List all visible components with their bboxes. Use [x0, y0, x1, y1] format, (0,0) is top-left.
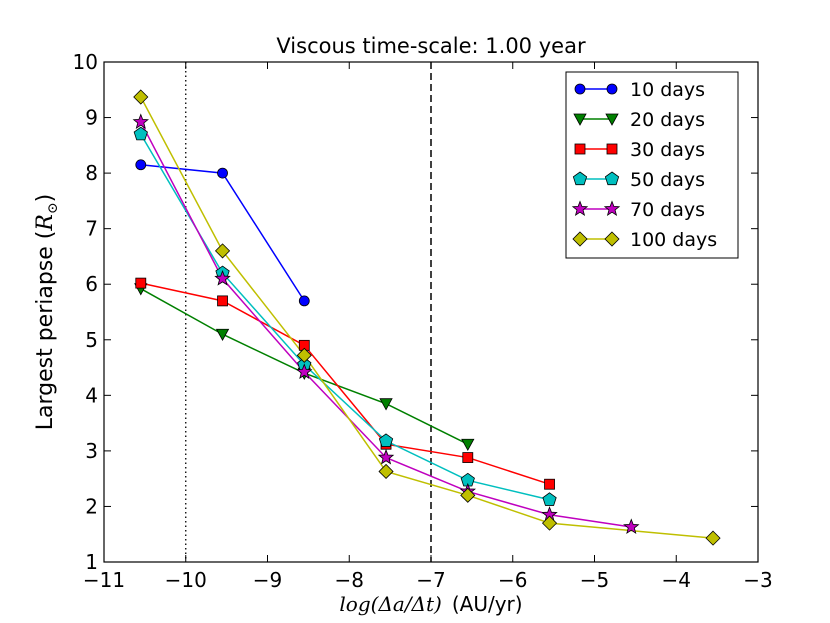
- y-tick-label: 1: [85, 550, 98, 574]
- legend-label-70-days: 70 days: [630, 199, 705, 221]
- data-point-70-days: [132, 113, 149, 129]
- x-tick-labels: −11 −10 −9 −8 −7 −6 −5 −4 −3: [83, 568, 773, 592]
- x-tick-label: −10: [165, 568, 207, 592]
- data-point-20-days: [461, 438, 475, 452]
- y-tick-label: 5: [85, 328, 98, 352]
- data-point-30-days: [544, 478, 555, 490]
- y-tick-label: 2: [85, 494, 98, 518]
- legend-label-50-days: 50 days: [630, 169, 705, 191]
- x-tick-label: −6: [498, 568, 527, 592]
- data-point-70-days: [214, 270, 231, 286]
- legend: 10 days 20 days 30 days 50 days 70 days 100 d…: [565, 71, 739, 259]
- x-tick-label: −8: [335, 568, 364, 592]
- y-tick-label: 4: [85, 383, 98, 407]
- data-point-100-days: [378, 463, 394, 480]
- data-point-50-days: [133, 126, 148, 141]
- legend-marker-30-days: [606, 143, 618, 155]
- data-point-70-days: [296, 363, 313, 379]
- data-point-20-days: [215, 328, 230, 342]
- legend-label-100-days: 100 days: [630, 229, 717, 251]
- data-point-10-days: [135, 159, 147, 171]
- y-tick-label: 9: [85, 106, 98, 130]
- y-tick-label: 6: [85, 272, 98, 296]
- x-tick-label: −4: [662, 568, 691, 592]
- legend-marker-70-days: [603, 200, 621, 216]
- legend-label-20-days: 20 days: [630, 109, 705, 131]
- legend-label-30-days: 30 days: [630, 139, 705, 161]
- y-tick-label: 10: [73, 50, 98, 74]
- data-point-100-days: [214, 243, 231, 259]
- legend-marker-30-days: [574, 143, 586, 155]
- axis-ticks: [103, 61, 759, 563]
- x-tick-label: −3: [743, 568, 772, 592]
- y-axis-label: Largest periapse (R⊙): [33, 194, 61, 431]
- legend-marker-10-days: [606, 83, 618, 95]
- legend-label-10-days: 10 days: [630, 79, 705, 101]
- x-axis-label: log(Δa/Δt) (AU/yr): [339, 592, 522, 616]
- x-axis-label-math: log(Δa/Δt): [339, 592, 441, 616]
- data-point-100-days: [133, 89, 149, 105]
- x-axis-label-unit: (AU/yr): [452, 592, 523, 616]
- y-tick-label: 3: [85, 439, 98, 463]
- legend-marker-20-days: [573, 113, 587, 126]
- series-markers: [132, 89, 721, 546]
- data-point-70-days: [377, 448, 395, 465]
- x-tick-label: −7: [416, 568, 445, 592]
- y-tick-label: 7: [85, 217, 98, 241]
- data-point-70-days: [623, 518, 640, 534]
- y-axis-label-text: Largest periapse (: [33, 231, 58, 431]
- y-axis-label-close: ): [33, 194, 58, 203]
- legend-marker-50-days: [604, 171, 620, 186]
- data-point-100-days: [541, 515, 558, 531]
- data-point-50-days: [542, 492, 557, 506]
- legend-marker-70-days: [571, 200, 589, 216]
- data-point-30-days: [462, 452, 474, 463]
- legend-marker-50-days: [572, 171, 588, 186]
- legend-box: [565, 71, 739, 259]
- y-tick-labels: 1 2 3 4 5 6 7 8 9 10: [73, 50, 98, 574]
- x-tick-label: −9: [253, 568, 282, 592]
- data-point-100-days: [705, 530, 721, 546]
- x-tick-label: −5: [580, 568, 609, 592]
- legend-marker-20-days: [605, 113, 619, 126]
- y-axis-label-sub: ⊙: [45, 202, 61, 214]
- legend-marker-10-days: [574, 83, 586, 95]
- data-point-100-days: [296, 347, 312, 363]
- data-point-30-days: [135, 277, 147, 289]
- x-tick-label: −11: [83, 568, 125, 592]
- data-point-10-days: [217, 167, 228, 179]
- legend-marker-100-days: [604, 231, 620, 247]
- y-tick-label: 8: [85, 161, 98, 185]
- reference-lines: [185, 62, 432, 562]
- legend-marker-100-days: [572, 231, 588, 247]
- data-point-50-days: [378, 433, 394, 447]
- series-line-50-days: [140, 133, 550, 501]
- chart-title: Viscous time-scale: 1.00 year: [276, 34, 586, 58]
- series-line-30-days: [140, 282, 550, 485]
- data-point-30-days: [217, 295, 228, 307]
- y-axis-label-math: R: [33, 214, 58, 232]
- data-point-100-days: [460, 487, 476, 503]
- data-point-10-days: [298, 295, 310, 307]
- data-point-20-days: [379, 398, 393, 411]
